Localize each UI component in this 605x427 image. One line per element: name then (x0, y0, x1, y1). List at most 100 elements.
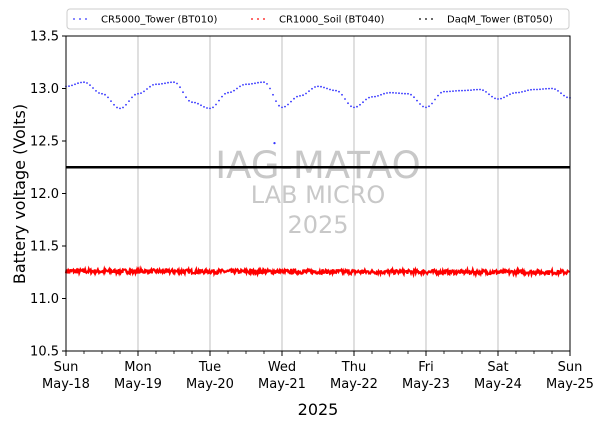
data-point (269, 87, 271, 90)
data-point (236, 87, 238, 90)
data-point (218, 99, 220, 102)
data-point (131, 96, 133, 99)
legend-marker (73, 18, 75, 20)
data-point (494, 97, 496, 100)
data-point (491, 95, 493, 98)
x-tick-date-label: May-21 (258, 377, 306, 392)
data-point (215, 103, 217, 106)
y-axis: 10.5 11.0 11.5 12.0 12.5 13.0 13.5 (30, 30, 66, 360)
data-point (527, 89, 529, 92)
data-point (446, 90, 448, 93)
y-axis-label: Battery voltage (Volts) (10, 104, 29, 284)
data-point (518, 91, 520, 94)
data-point (506, 95, 508, 97)
outlier-point (273, 142, 276, 145)
data-point (89, 84, 91, 86)
x-tick-date-label: May-20 (186, 377, 234, 392)
data-point (305, 92, 307, 95)
data-point (173, 81, 175, 84)
x-tick-day-label: Sun (54, 360, 79, 375)
x-tick-date-label: May-22 (330, 377, 378, 392)
data-point (452, 90, 454, 92)
data-point (368, 96, 370, 99)
data-point (317, 85, 319, 88)
data-point (290, 100, 292, 103)
data-point (371, 96, 373, 98)
data-point (401, 92, 403, 95)
x-tick-day-label: Sat (487, 360, 508, 375)
data-point (539, 88, 541, 91)
data-point (365, 98, 367, 101)
data-point (95, 90, 97, 92)
data-point (206, 107, 208, 109)
data-point (152, 84, 154, 86)
data-point (71, 84, 73, 87)
data-point (128, 100, 130, 102)
data-point (434, 98, 436, 101)
data-point (500, 97, 502, 100)
data-point (92, 87, 94, 89)
data-point (347, 102, 349, 105)
data-point (356, 105, 358, 108)
data-point (470, 89, 472, 91)
data-point (404, 92, 406, 95)
data-point (515, 91, 517, 94)
legend-marker (419, 18, 421, 20)
data-point (107, 96, 109, 99)
data-point (464, 89, 466, 92)
data-point (143, 90, 145, 93)
data-point (227, 91, 229, 94)
data-point (182, 91, 184, 94)
data-point (551, 87, 553, 90)
legend-entry-label: CR5000_Tower (BT010) (101, 15, 217, 26)
data-point (260, 81, 262, 84)
data-point (437, 94, 439, 97)
data-point (440, 91, 442, 94)
data-point (359, 103, 361, 106)
data-point (512, 92, 514, 94)
data-point (224, 92, 226, 95)
data-point (488, 93, 490, 96)
data-point (254, 82, 256, 85)
data-point (248, 83, 250, 86)
data-point (338, 90, 340, 93)
data-point (191, 101, 193, 104)
data-point (275, 100, 277, 102)
data-point (353, 106, 355, 109)
data-point (242, 84, 244, 86)
data-point (203, 106, 205, 108)
data-point (161, 82, 163, 85)
x-tick-date-label: May-18 (42, 377, 90, 392)
legend-marker (257, 18, 259, 20)
data-point (185, 96, 187, 99)
data-point (482, 89, 484, 92)
x-tick-date-label: May-19 (114, 377, 162, 392)
data-point (230, 91, 232, 93)
legend-marker (425, 18, 427, 20)
data-point (362, 101, 364, 104)
data-point (473, 88, 475, 91)
legend-marker (251, 18, 253, 20)
data-point (536, 88, 538, 91)
data-point (212, 106, 214, 109)
legend: CR5000_Tower (BT010) CR1000_Soil (BT040) D… (66, 8, 570, 30)
x-tick-date-label: May-23 (402, 377, 450, 392)
data-point (314, 86, 316, 88)
data-point (413, 96, 415, 99)
data-point (545, 87, 547, 90)
data-point (200, 104, 202, 107)
data-point (119, 107, 121, 110)
data-point (233, 89, 235, 92)
data-point (425, 106, 427, 109)
grid-lines (137, 36, 499, 351)
x-tick-day-label: Thu (341, 360, 366, 375)
data-point (134, 93, 136, 96)
watermark: IAG-MATAO LAB MICRO 2025 (215, 144, 420, 239)
data-point (395, 92, 397, 94)
data-point (344, 98, 346, 100)
data-point (77, 82, 79, 85)
data-point (485, 91, 487, 93)
data-point (476, 88, 478, 91)
data-point (179, 86, 181, 89)
watermark-line-2: LAB MICRO (251, 181, 386, 209)
